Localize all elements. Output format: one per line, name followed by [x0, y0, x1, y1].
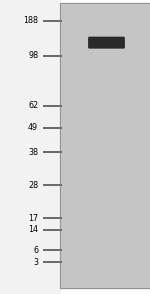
Text: 38: 38	[28, 148, 38, 157]
Text: 28: 28	[28, 181, 38, 190]
Text: 3: 3	[33, 258, 38, 267]
Text: 17: 17	[28, 214, 38, 223]
Text: 62: 62	[28, 101, 38, 110]
FancyBboxPatch shape	[89, 37, 124, 48]
Text: 98: 98	[28, 51, 38, 60]
Bar	[60, 3, 150, 288]
Text: 49: 49	[28, 123, 38, 132]
Bar	[0, 0, 60, 294]
Text: 14: 14	[28, 225, 38, 234]
Text: 188: 188	[23, 16, 38, 25]
Text: 6: 6	[33, 246, 38, 255]
